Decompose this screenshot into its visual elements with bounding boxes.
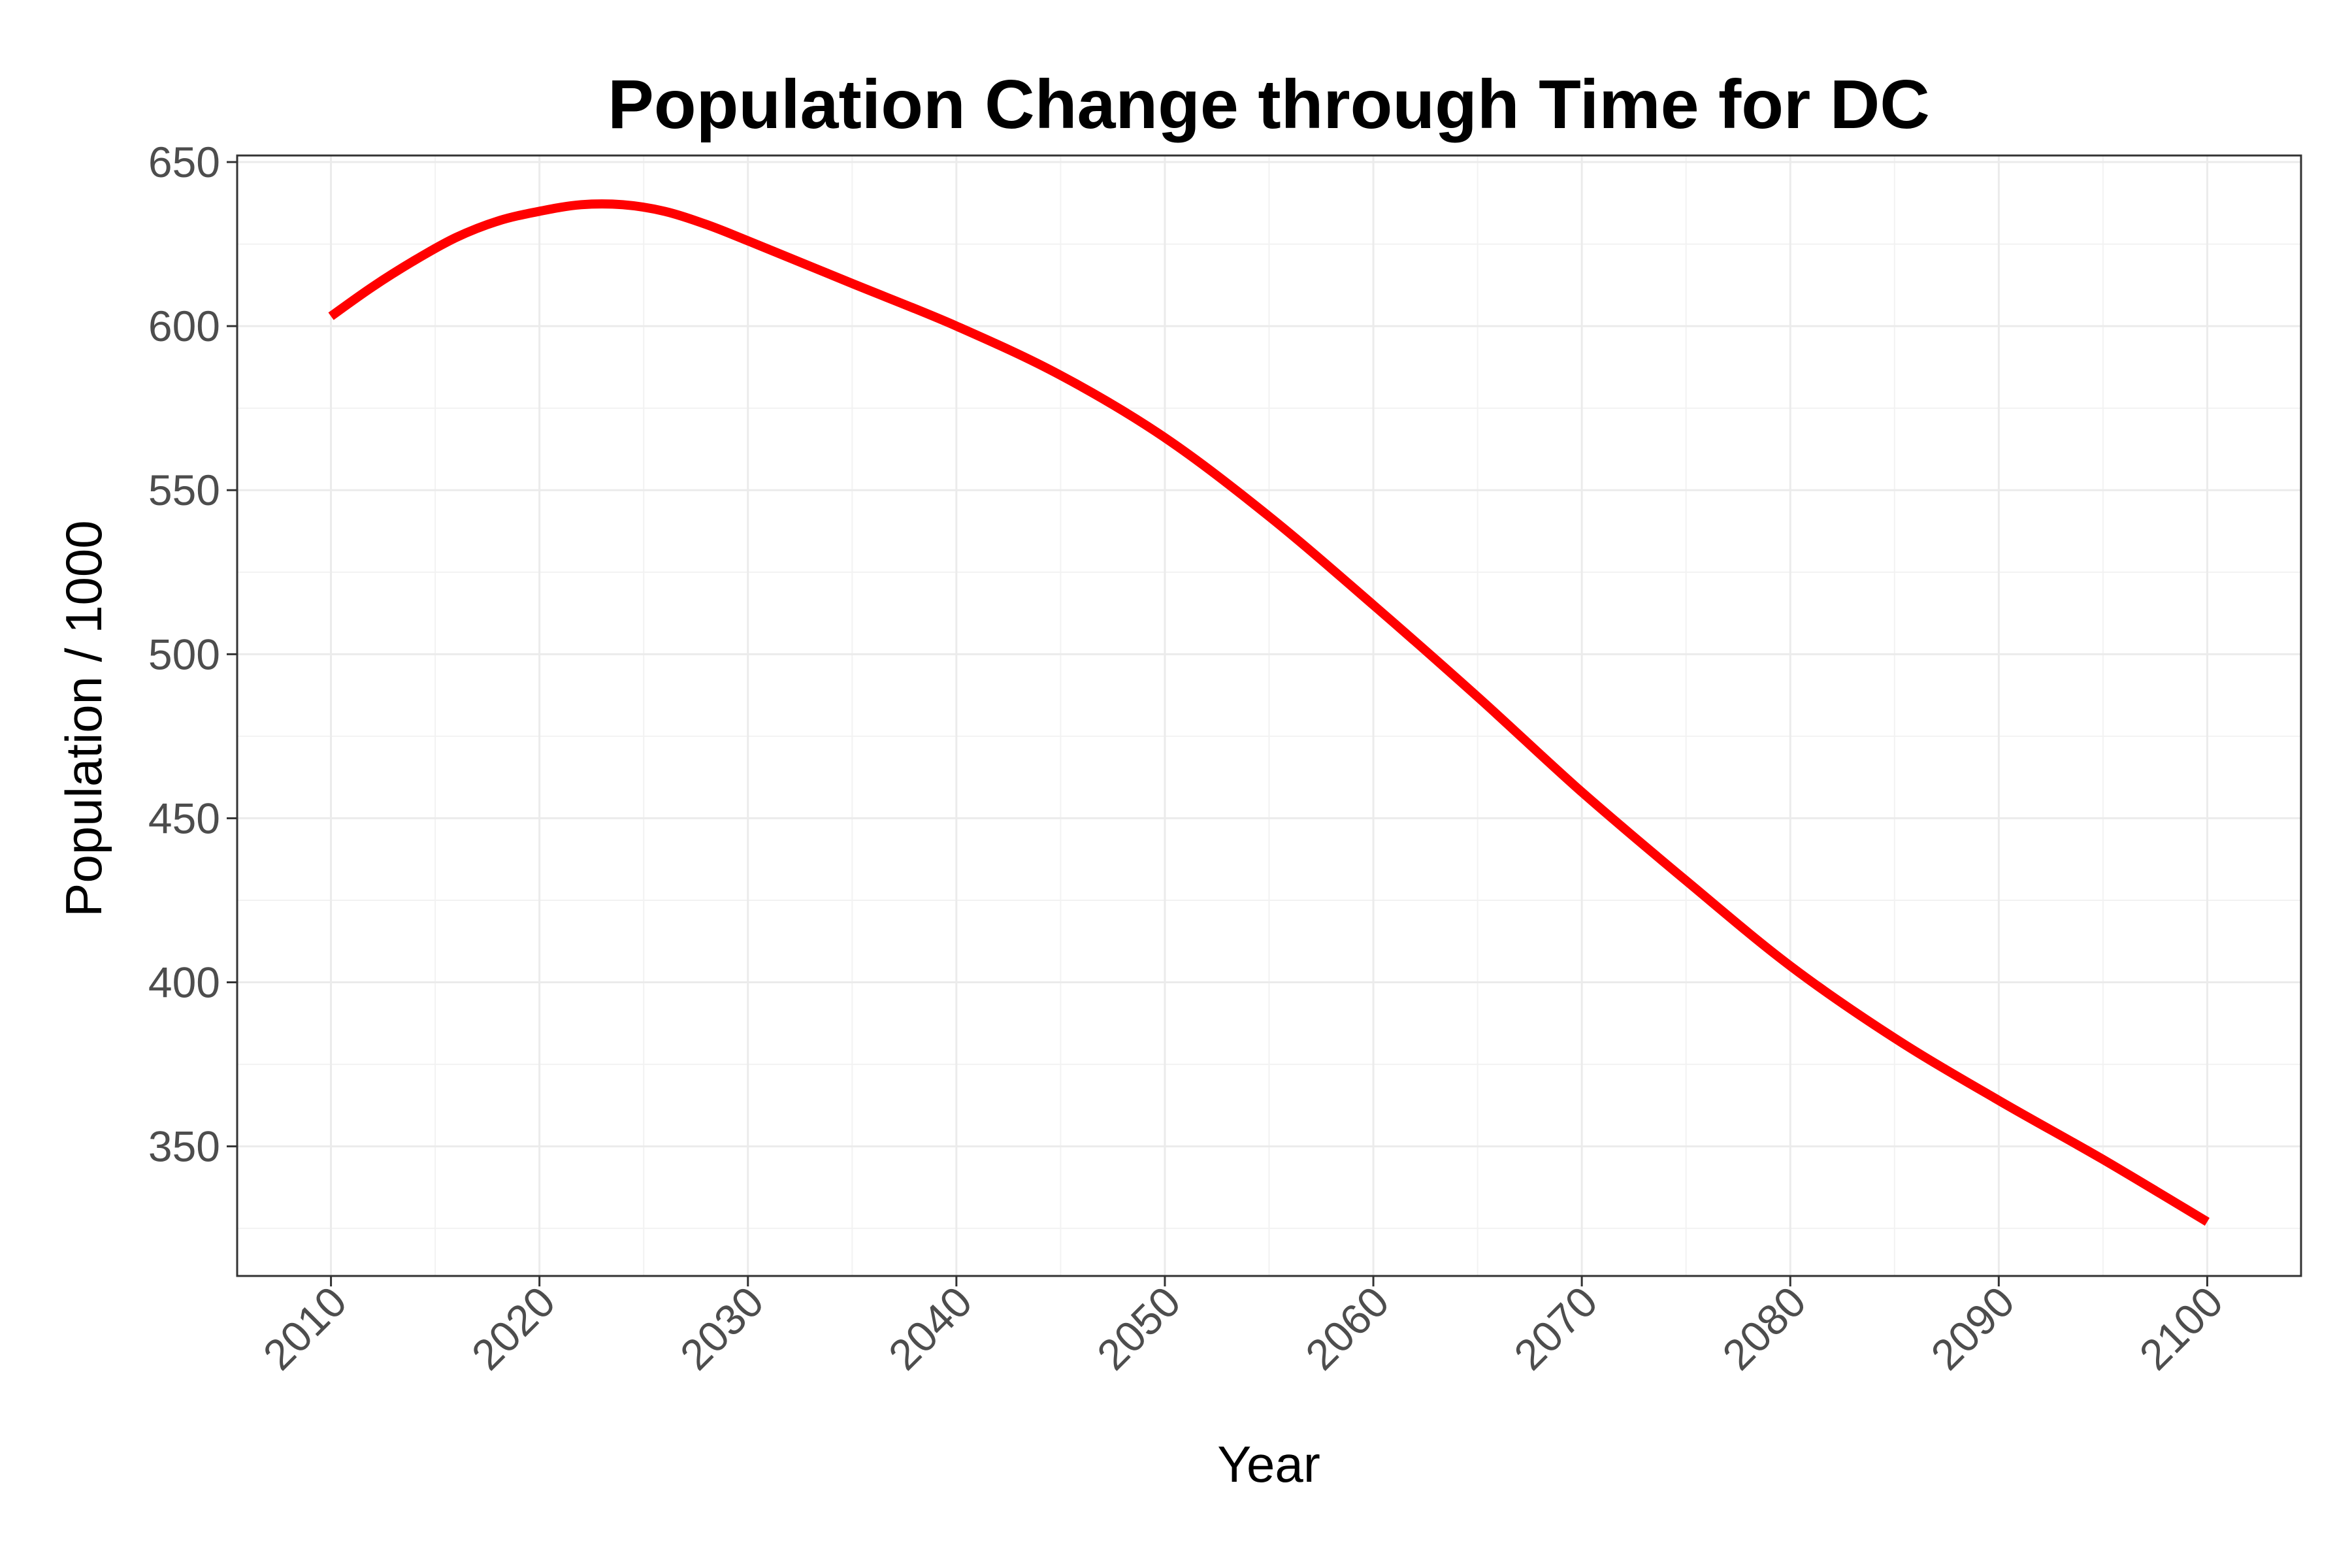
x-tick-label: 2010 — [253, 1277, 355, 1379]
x-tick-labels: 2010 2020 2030 2040 2050 2060 2070 2080 2090 2100 — [253, 1277, 2232, 1379]
population-series-line — [328, 199, 2210, 1226]
x-tick-label: 2080 — [1713, 1277, 1815, 1379]
x-axis-title: Year — [1217, 1435, 1320, 1493]
x-tick-label: 2060 — [1296, 1277, 1398, 1379]
axis-ticks — [227, 161, 2208, 1286]
chart-title: Population Change through Time for DC — [608, 66, 1930, 143]
y-tick-label: 550 — [148, 466, 220, 514]
y-tick-label: 650 — [148, 138, 220, 186]
x-tick-label: 2030 — [671, 1277, 773, 1379]
y-tick-label: 400 — [148, 958, 220, 1007]
grid-lines — [237, 155, 2301, 1276]
x-tick-label: 2100 — [2130, 1277, 2232, 1379]
x-tick-label: 2070 — [1505, 1277, 1607, 1379]
y-tick-label: 350 — [148, 1122, 220, 1171]
x-tick-label: 2040 — [879, 1277, 981, 1379]
x-tick-label: 2090 — [1921, 1277, 2023, 1379]
y-axis-title: Population / 1000 — [55, 520, 112, 917]
y-tick-label: 450 — [148, 794, 220, 842]
series-lines — [328, 199, 2210, 1226]
y-tick-label: 600 — [148, 302, 220, 350]
plot-panel-border — [236, 154, 2302, 1277]
x-tick-label: 2020 — [462, 1277, 564, 1379]
y-tick-labels: 350 400 450 500 550 600 650 — [148, 138, 220, 1171]
y-tick-label: 500 — [148, 630, 220, 678]
x-tick-label: 2050 — [1088, 1277, 1190, 1379]
